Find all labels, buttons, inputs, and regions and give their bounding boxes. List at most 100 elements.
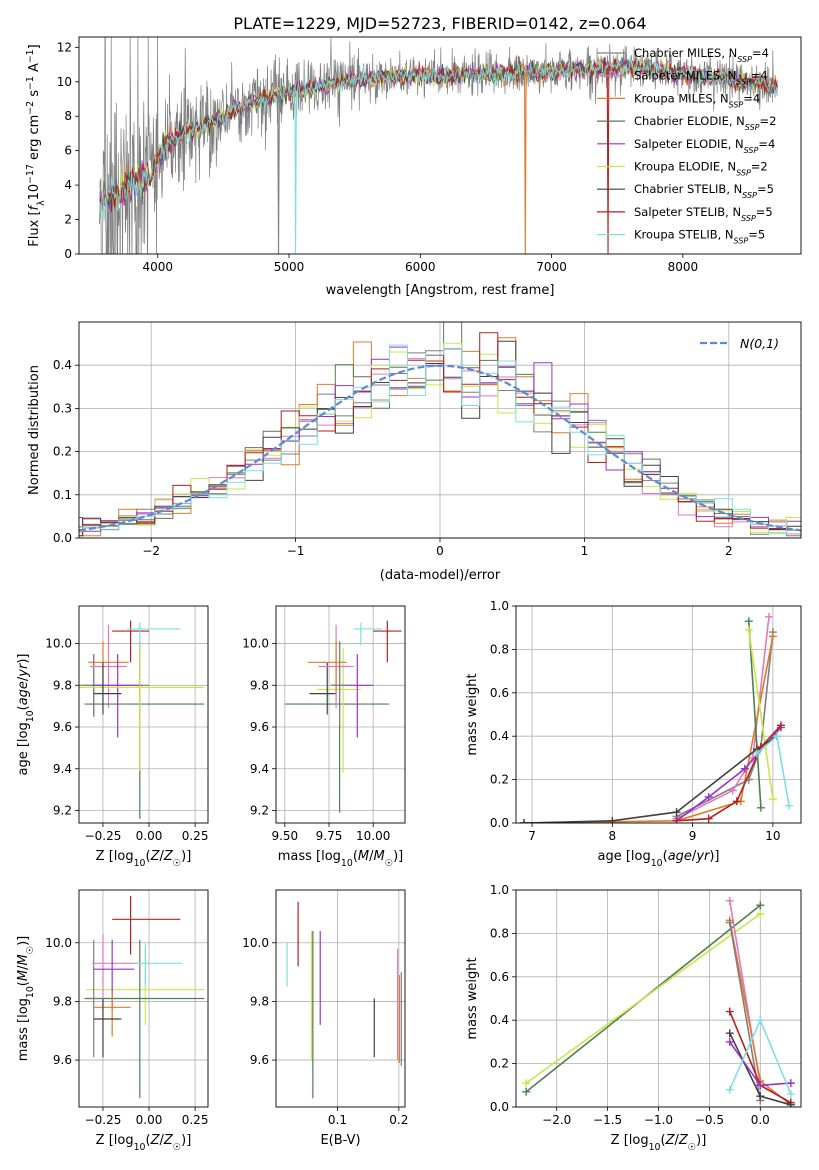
p-massZ-ylabel: mass [log10(M/M☉)]	[16, 936, 36, 1062]
errorbar-2	[88, 939, 100, 1058]
p-ageZ-ylabel: age [log10(age/yr)]	[16, 653, 36, 775]
weight-marker-7-1	[704, 814, 713, 823]
errorbar-8	[353, 622, 383, 646]
errorbar-5	[93, 992, 131, 1037]
weight-marker-7-4	[776, 721, 785, 730]
weight-marker-6-0	[725, 1029, 734, 1038]
errorbar-1	[84, 939, 205, 1099]
axes-frame	[275, 605, 406, 824]
x-tick-label-0: 0.1	[328, 1113, 347, 1127]
x-tick-label-4: 8000	[668, 260, 699, 274]
errorbar-8	[134, 945, 183, 987]
p-massE-xlabel: E(B-V)	[320, 1133, 360, 1148]
y-tick-label-4: 10.0	[45, 637, 72, 651]
y-tick-label-0: 0	[64, 247, 72, 261]
y-tick-label-3: 0.6	[490, 970, 509, 984]
weight-marker-0-1	[756, 901, 765, 910]
y-tick-label-5: 1.0	[490, 883, 509, 897]
y-tick-label-0: 0.0	[490, 816, 509, 830]
errorbar-4	[93, 939, 135, 1011]
weight-marker-3-1	[756, 803, 765, 812]
weight-marker-2-0	[725, 896, 734, 905]
x-tick-label-1: 5000	[274, 260, 305, 274]
axes-frame	[78, 605, 209, 824]
hist-series-0	[79, 350, 801, 537]
p-massZ-xlabel: Z [log10(Z/Z☉)]	[96, 1133, 192, 1153]
weight-marker-1-1	[756, 909, 765, 918]
weight-marker-7-0	[672, 816, 681, 823]
hist-steps	[79, 322, 801, 537]
p-ageM-xlabel: mass [log10(M/M☉)]	[278, 849, 404, 869]
y-tick-label-1: 9.4	[53, 762, 72, 776]
x-tick-label-3: −0.5	[695, 1113, 724, 1127]
figure-title: PLATE=1229, MJD=52723, FIBERID=0142, z=0…	[233, 14, 646, 33]
x-tick-label-3: 10	[765, 829, 780, 843]
y-tick-label-2: 9.6	[250, 720, 269, 734]
y-tick-label-1: 0.1	[53, 488, 72, 502]
y-tick-label-3: 6	[64, 144, 72, 158]
axes-frame	[78, 36, 802, 255]
errorbars	[84, 895, 205, 1099]
legend-label-8: Kroupa STELIB, NSSP=5	[634, 228, 765, 246]
errorbars	[284, 620, 402, 813]
panel-mass-vs-Z: −0.25 0.00 0.25 9.6 9.8 10.0 Z [log10(Z/Z☉)] ma…	[16, 889, 208, 1153]
x-tick-label-1: 0.00	[136, 1113, 163, 1127]
y-tick-label-2: 10.0	[242, 936, 269, 950]
spectrum-dropout-2	[606, 68, 610, 254]
y-tick-label-3: 9.8	[250, 678, 269, 692]
y-tick-label-4: 0.8	[490, 642, 509, 656]
spectrum-model-7	[99, 58, 778, 208]
p-mwZ-xlabel: Z [log10(Z/Z☉)]	[611, 1133, 707, 1153]
errorbar-7	[112, 895, 181, 955]
weight-lines	[520, 612, 793, 823]
legend-label-7: Salpeter STELIB, NSSP=5	[634, 205, 773, 223]
y-tick-label-1: 2	[64, 213, 72, 227]
axes-frame	[275, 889, 406, 1108]
x-tick-label-0: 7	[528, 829, 536, 843]
x-tick-label-4: 2	[725, 544, 733, 558]
weight-line-1	[676, 616, 770, 820]
x-tick-label-4: 0.0	[751, 1113, 770, 1127]
axes-frame	[515, 605, 802, 824]
x-tick-label-1: 0.00	[136, 829, 163, 843]
panel-age-vs-mass: 9.50 9.75 10.00 9.2 9.4 9.6 9.8 10.0 mass [log10…	[242, 605, 406, 869]
errorbar-9	[126, 622, 181, 646]
legend-label-4: Salpeter ELODIE, NSSP=4	[634, 137, 775, 155]
x-tick-label-2: 10.00	[356, 829, 390, 843]
errorbar-6	[330, 643, 349, 728]
y-tick-label-0: 0.0	[490, 1100, 509, 1114]
hist-legend-label: N(0,1)	[740, 336, 779, 351]
y-tick-label-1: 0.2	[490, 773, 509, 787]
spectrum-xlabel: wavelength [Angstrom, rest frame]	[326, 283, 555, 298]
y-tick-label-1: 9.8	[250, 994, 269, 1008]
weight-marker-7-2	[732, 797, 741, 806]
x-tick-label-1: 9.75	[316, 829, 343, 843]
legend-label-6: Chabrier STELIB, NSSP=5	[634, 182, 774, 200]
x-tick-label-0: −2.0	[542, 1113, 571, 1127]
weight-marker-3-0	[744, 617, 753, 626]
weight-marker-8-2	[784, 801, 793, 810]
x-tick-label-0: −0.25	[85, 829, 122, 843]
y-tick-label-3: 0.3	[53, 401, 72, 415]
spectrum-model-8	[99, 55, 778, 222]
spectrum-ylabel: Flux [fλ10−17 erg cm−2 s−1 A−1]	[25, 44, 47, 246]
weight-marker-4-2	[740, 764, 749, 773]
spectrum-legend: Chabrier MILES, NSSP=4 Salpeter MILES, NS…	[597, 46, 776, 245]
legend-label-0: Chabrier MILES, NSSP=4	[634, 46, 769, 64]
weight-line-3	[748, 621, 762, 808]
y-tick-label-2: 10.0	[45, 936, 72, 950]
y-tick-label-4: 10.0	[242, 637, 269, 651]
weight-marker-5-0	[725, 1007, 734, 1016]
hist-ylabel: Normed distribution	[27, 365, 42, 495]
weight-marker-8-1	[772, 732, 781, 741]
y-tick-label-0: 9.2	[53, 803, 72, 817]
y-tick-label-4: 8	[64, 109, 72, 123]
x-tick-label-2: 6000	[405, 260, 436, 274]
weight-lines	[522, 896, 795, 1107]
p-mwZ-ylabel: mass weight	[465, 957, 480, 1039]
weight-marker-7-2	[786, 1079, 795, 1088]
y-tick-label-5: 10	[57, 75, 72, 89]
x-tick-label-2: −1.0	[644, 1113, 673, 1127]
p-ageZ-xlabel: Z [log10(Z/Z☉)]	[96, 849, 192, 869]
weight-marker-6-2	[786, 1100, 795, 1107]
